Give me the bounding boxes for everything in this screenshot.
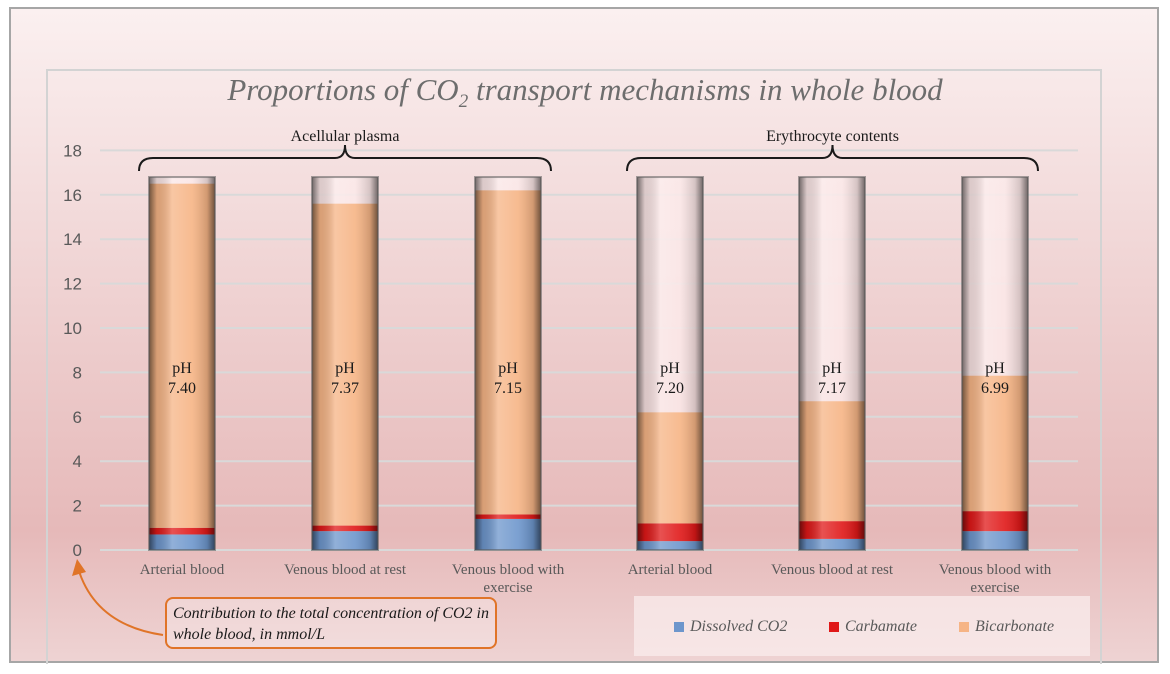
x-tick-label-0-0: Arterial blood bbox=[140, 562, 225, 578]
y-tick-label-0: 0 bbox=[73, 541, 82, 560]
ph-label-1: pH bbox=[335, 360, 355, 377]
y-tick-label-4: 4 bbox=[73, 452, 82, 471]
plot-area-frame bbox=[46, 69, 1102, 664]
legend-item-bicarbonate: Bicarbonate bbox=[959, 618, 1054, 636]
ph-value-5: 6.99 bbox=[981, 380, 1009, 397]
ph-label-0: pH bbox=[172, 360, 192, 377]
bar-tube-overlay-4 bbox=[798, 176, 866, 551]
legend: Dissolved CO2 Carbamate Bicarbonate bbox=[634, 596, 1090, 656]
ph-value-1: 7.37 bbox=[331, 380, 359, 397]
bar-tube-overlay-1 bbox=[311, 176, 379, 551]
y-tick-label-2: 2 bbox=[73, 497, 82, 516]
ph-value-2: 7.15 bbox=[494, 380, 522, 397]
y-tick-label-6: 6 bbox=[73, 408, 82, 427]
y-tick-label-14: 14 bbox=[63, 230, 82, 249]
annotation-arrow bbox=[77, 567, 164, 636]
annotation-arrowhead bbox=[72, 559, 86, 576]
ph-label-3: pH bbox=[660, 360, 680, 377]
bar-tube-overlay-3 bbox=[636, 176, 704, 551]
legend-label-dissolved: Dissolved CO2 bbox=[690, 618, 788, 635]
y-tick-label-16: 16 bbox=[63, 186, 82, 205]
ph-label-4: pH bbox=[822, 360, 842, 377]
bar-tube-overlay-2 bbox=[474, 176, 542, 551]
units-annotation: Contribution to the total concentration … bbox=[165, 597, 497, 649]
chart-title: Proportions of CO2 transport mechanisms … bbox=[227, 72, 943, 113]
group-label-1: Erythrocyte contents bbox=[766, 128, 899, 145]
group-label-0: Acellular plasma bbox=[291, 128, 400, 145]
x-tick-label-3-0: Arterial blood bbox=[628, 562, 713, 578]
x-tick-label-2-0: Venous blood with bbox=[452, 562, 565, 578]
x-tick-label-5-0: Venous blood with bbox=[939, 562, 1052, 578]
y-tick-label-8: 8 bbox=[73, 363, 82, 382]
ph-value-4: 7.17 bbox=[818, 380, 846, 397]
legend-swatch-carbamate bbox=[829, 622, 839, 632]
y-tick-label-18: 18 bbox=[63, 141, 82, 160]
legend-swatch-bicarbonate bbox=[959, 622, 969, 632]
legend-label-carbamate: Carbamate bbox=[845, 618, 917, 635]
legend-item-dissolved: Dissolved CO2 bbox=[674, 618, 787, 636]
ph-label-5: pH bbox=[985, 360, 1005, 377]
bar-tube-overlay-5 bbox=[961, 176, 1029, 551]
bar-tube-overlay-0 bbox=[148, 176, 216, 551]
group-brace-1 bbox=[626, 144, 1039, 172]
legend-swatch-dissolved bbox=[674, 622, 684, 632]
x-tick-label-5-1: exercise bbox=[970, 580, 1019, 596]
x-tick-label-2-1: exercise bbox=[483, 580, 532, 596]
ph-value-3: 7.20 bbox=[656, 380, 684, 397]
y-tick-label-10: 10 bbox=[63, 319, 82, 338]
group-brace-0 bbox=[138, 144, 552, 172]
ph-value-0: 7.40 bbox=[168, 380, 196, 397]
ph-label-2: pH bbox=[498, 360, 518, 377]
legend-item-carbamate: Carbamate bbox=[829, 618, 917, 636]
y-tick-label-12: 12 bbox=[63, 275, 82, 294]
x-tick-label-1-0: Venous blood at rest bbox=[284, 562, 407, 578]
legend-label-bicarbonate: Bicarbonate bbox=[975, 618, 1055, 635]
x-tick-label-4-0: Venous blood at rest bbox=[771, 562, 894, 578]
